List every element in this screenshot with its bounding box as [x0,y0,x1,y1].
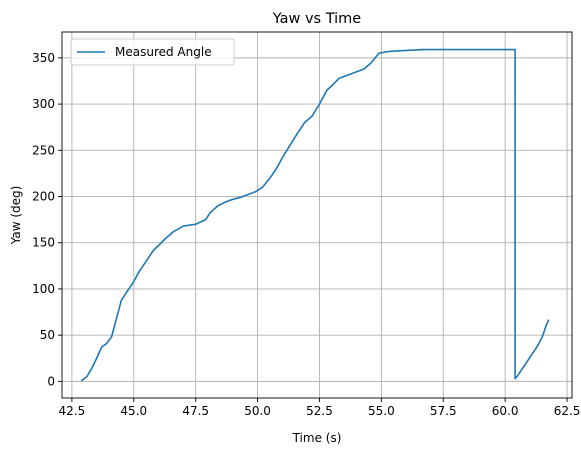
series-line-measured-angle [80,48,550,382]
axis-ticks: 42.5 45.0 47.5 50.0 52.5 55.0 57.5 60.0 62.5 0 50 1… [32,51,580,418]
x-tick-label: 45.0 [120,404,147,418]
x-tick-label: 42.5 [59,404,86,418]
x-tick-label: 60.0 [492,404,519,418]
x-axis-label: Time (s) [292,431,342,445]
x-tick-label: 52.5 [306,404,333,418]
plot-frame [61,31,573,399]
y-axis-label: Yaw (deg) [9,186,23,246]
x-tick-label: 55.0 [368,404,395,418]
legend: Measured Angle [70,38,235,66]
legend-label-measured-angle: Measured Angle [115,45,212,59]
y-tick-label: 200 [32,190,55,204]
x-tick-label: 50.0 [244,404,271,418]
grid [62,32,572,398]
y-tick-label: 50 [40,328,55,342]
chart-title: Yaw vs Time [272,11,362,27]
y-tick-label: 250 [32,143,55,157]
y-tick-label: 350 [32,51,55,65]
series-layer [80,48,550,382]
y-tick-label: 150 [32,236,55,250]
y-tick-label: 300 [32,97,55,111]
x-tick-label: 47.5 [182,404,209,418]
y-tick-label: 100 [32,282,55,296]
x-tick-label: 62.5 [554,404,581,418]
legend-box [70,38,235,66]
x-tick-label: 57.5 [430,404,457,418]
y-tick-label: 0 [47,374,55,388]
